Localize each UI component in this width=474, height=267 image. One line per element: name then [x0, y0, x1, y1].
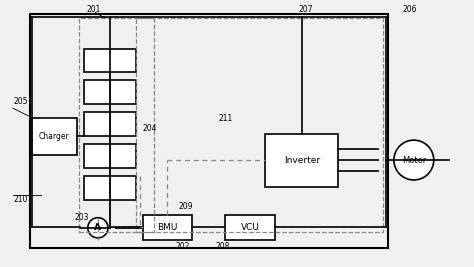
Text: BMU: BMU — [157, 223, 178, 232]
Text: 202: 202 — [176, 242, 190, 251]
Text: 206: 206 — [402, 6, 417, 14]
Bar — [143, 214, 192, 240]
Text: Inverter: Inverter — [284, 156, 320, 164]
Bar — [84, 80, 136, 104]
Text: 211: 211 — [218, 114, 232, 123]
Text: 207: 207 — [298, 6, 313, 14]
Bar — [84, 144, 136, 168]
Bar — [79, 18, 155, 233]
Text: A: A — [94, 223, 101, 232]
Bar — [32, 117, 77, 155]
Text: Charger: Charger — [39, 132, 70, 141]
Bar — [29, 14, 388, 248]
Bar — [84, 49, 136, 72]
Circle shape — [88, 218, 108, 238]
Bar — [225, 214, 275, 240]
Text: 205: 205 — [13, 97, 27, 106]
Bar — [84, 112, 136, 136]
Text: Motor: Motor — [401, 156, 426, 164]
Text: 204: 204 — [143, 124, 157, 133]
Text: 209: 209 — [178, 202, 192, 211]
Bar — [84, 176, 136, 200]
Circle shape — [394, 140, 434, 180]
Text: 201: 201 — [86, 6, 100, 14]
Text: VCU: VCU — [240, 223, 259, 232]
Text: 203: 203 — [74, 213, 89, 222]
Text: 210: 210 — [13, 195, 27, 205]
Bar — [136, 18, 383, 233]
Bar — [265, 134, 338, 187]
Text: 208: 208 — [216, 242, 230, 251]
